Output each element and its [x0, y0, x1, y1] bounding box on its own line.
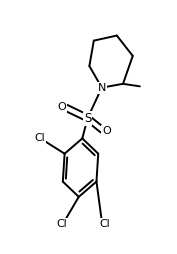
Text: O: O — [102, 126, 111, 136]
Text: Cl: Cl — [57, 218, 67, 229]
Text: N: N — [98, 83, 106, 93]
Text: Cl: Cl — [99, 218, 110, 229]
Text: O: O — [58, 102, 66, 112]
Text: Cl: Cl — [35, 133, 45, 143]
Text: S: S — [84, 112, 91, 125]
